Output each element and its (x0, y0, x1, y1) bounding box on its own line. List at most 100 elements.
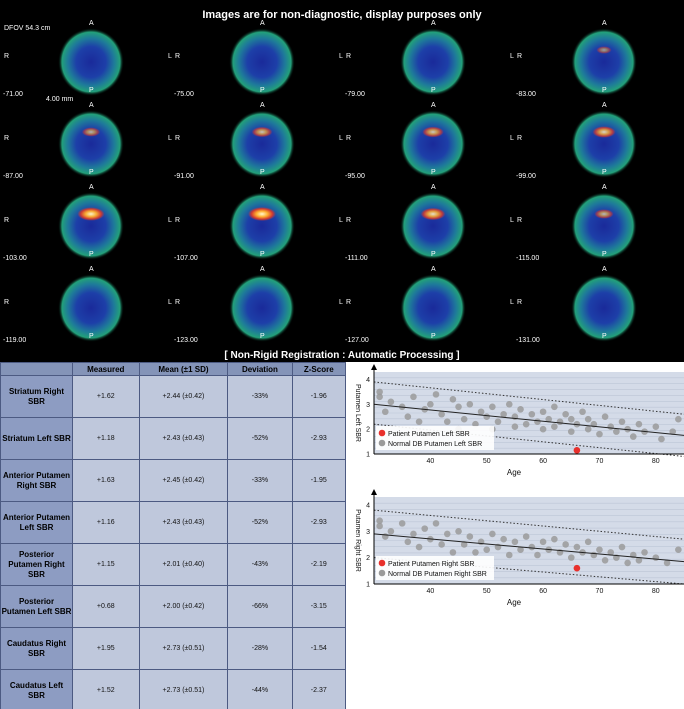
normal-db-point (432, 520, 440, 527)
slice-cell[interactable]: A P R -99.00 (513, 102, 684, 184)
cell-deviation: -44% (227, 669, 293, 709)
orientation-right-label: R (346, 135, 352, 142)
row-region-label: Posterior Putamen Right SBR (0, 543, 73, 586)
slice-cell[interactable]: A P R L -107.00 (171, 184, 343, 266)
y-axis-arrow-icon (371, 364, 377, 370)
upper-band-line (373, 509, 684, 540)
slice-position-label: -75.00 (174, 91, 194, 98)
cell-zscore: -2.37 (291, 669, 347, 709)
orientation-anterior-label: A (260, 20, 265, 27)
brain-slice-image (229, 192, 295, 260)
normal-db-point (601, 413, 609, 421)
slice-position-label: -111.00 (345, 255, 368, 262)
normal-db-point (551, 403, 558, 411)
patient-point (573, 446, 581, 454)
slice-position-label: -115.00 (516, 255, 540, 262)
orientation-posterior-label: P (89, 251, 94, 258)
slice-cell[interactable]: A P R L -123.00 (171, 266, 343, 348)
orientation-posterior-label: P (602, 169, 607, 176)
table-row[interactable]: Caudatus Right SBR +1.95 +2.73 (±0.51) -28%… (0, 627, 347, 670)
x-tick-label: 50 (483, 458, 491, 465)
normal-db-point (584, 415, 592, 423)
column-header-mean[interactable]: Mean (±1 SD) (138, 362, 229, 376)
cell-deviation: -52% (227, 417, 293, 460)
orientation-left-label: L (339, 135, 343, 142)
column-header-deviation[interactable]: Deviation (227, 362, 293, 376)
slice-cell[interactable]: A P R L -119.00 (0, 266, 172, 348)
slice-cell[interactable]: A P R L -111.00 (342, 184, 514, 266)
slice-cell[interactable]: A P R L -75.00 (171, 20, 343, 102)
x-tick-label: 70 (596, 588, 604, 595)
table-row[interactable]: Anterior Putamen Right SBR +1.63 +2.45 (±0… (0, 459, 347, 502)
slice-cell[interactable]: A P R -83.00 (513, 20, 684, 102)
disclaimer-banner: Images are for non-diagnostic, display p… (202, 9, 482, 21)
orientation-left-label: L (339, 53, 343, 60)
orientation-anterior-label: A (260, 266, 265, 273)
normal-db-point (663, 559, 671, 567)
slice-cell[interactable]: A P R L -127.00 (342, 266, 514, 348)
lower-band-line (373, 557, 684, 585)
orientation-posterior-label: P (89, 169, 94, 176)
sbr-results-table: Measured Mean (±1 SD) Deviation Z-Score … (0, 362, 347, 709)
normal-db-point (432, 391, 440, 398)
normal-db-point (613, 428, 620, 435)
normal-db-point (607, 423, 615, 430)
column-header-zscore[interactable]: Z-Score (291, 362, 347, 376)
normal-db-point (500, 535, 507, 543)
slice-cell[interactable]: A P R L -79.00 (342, 20, 514, 102)
brain-slice-image (571, 28, 637, 96)
slice-position-label: -87.00 (3, 173, 23, 180)
table-row[interactable]: Posterior Putamen Left SBR +0.68 +2.00 (±0… (0, 585, 347, 628)
lower-band-line (373, 423, 684, 457)
slice-cell[interactable]: A P R L -91.00 (171, 102, 343, 184)
table-row[interactable]: Posterior Putamen Right SBR +1.15 +2.01 (±… (0, 543, 347, 586)
legend-marker (378, 439, 386, 447)
normal-db-point (517, 405, 524, 413)
normal-db-point (376, 393, 383, 401)
normal-db-point (590, 551, 598, 559)
normal-db-point (404, 538, 412, 546)
normal-db-point (596, 546, 603, 554)
table-row[interactable]: Caudatus Left SBR +1.52 +2.73 (±0.51) -44% -… (0, 669, 347, 709)
x-tick-label: 80 (652, 588, 660, 595)
y-tick-label: 2 (366, 555, 370, 562)
cell-zscore: -2.93 (291, 417, 347, 460)
slice-cell[interactable]: A P R L -103.00 (0, 184, 172, 266)
orientation-anterior-label: A (602, 102, 607, 109)
normal-db-point (539, 425, 547, 433)
spect-image-viewer[interactable]: Images are for non-diagnostic, display p… (0, 0, 684, 362)
sbr-age-scatter-charts: 1 2 3 4 40 50 60 70 80 Age Putamen Left SBR Patient… (354, 364, 684, 607)
table-row[interactable]: Striatum Right SBR +1.62 +2.44 (±0.42) -33%… (0, 375, 347, 418)
y-tick-label: 4 (366, 502, 370, 509)
cell-mean: +2.73 (±0.51) (138, 669, 229, 709)
orientation-posterior-label: P (431, 251, 436, 258)
x-axis-label: Age (507, 468, 522, 477)
normal-db-point (522, 533, 530, 540)
normal-db-point (596, 430, 603, 438)
slice-cell[interactable]: A P R -115.00 (513, 184, 684, 266)
normal-db-point (618, 543, 626, 551)
normal-db-point (511, 423, 519, 430)
y-tick-label: 2 (366, 427, 370, 434)
normal-db-point (376, 388, 383, 396)
table-row[interactable]: Anterior Putamen Left SBR +1.16 +2.43 (±0.… (0, 501, 347, 544)
normal-db-point (528, 543, 536, 551)
brain-slice-image (571, 110, 637, 178)
row-region-label: Striatum Right SBR (0, 375, 73, 418)
normal-db-point (562, 410, 569, 418)
column-header-measured[interactable]: Measured (72, 362, 140, 376)
orientation-posterior-label: P (260, 87, 265, 94)
slice-cell[interactable]: A P R L -71.00 (0, 20, 172, 102)
slice-cell[interactable]: A P R L -87.00 (0, 102, 172, 184)
normal-db-point (635, 420, 643, 428)
slice-cell[interactable]: A P R -131.00 (513, 266, 684, 348)
orientation-right-label: R (517, 53, 523, 60)
cell-zscore: -3.15 (291, 585, 347, 628)
orientation-posterior-label: P (89, 87, 94, 94)
orientation-anterior-label: A (260, 102, 265, 109)
normal-db-point (410, 530, 417, 538)
brain-slice-image (400, 192, 466, 260)
orientation-right-label: R (4, 135, 10, 142)
table-row[interactable]: Striatum Left SBR +1.18 +2.43 (±0.43) -52% -… (0, 417, 347, 460)
slice-cell[interactable]: A P R L -95.00 (342, 102, 514, 184)
